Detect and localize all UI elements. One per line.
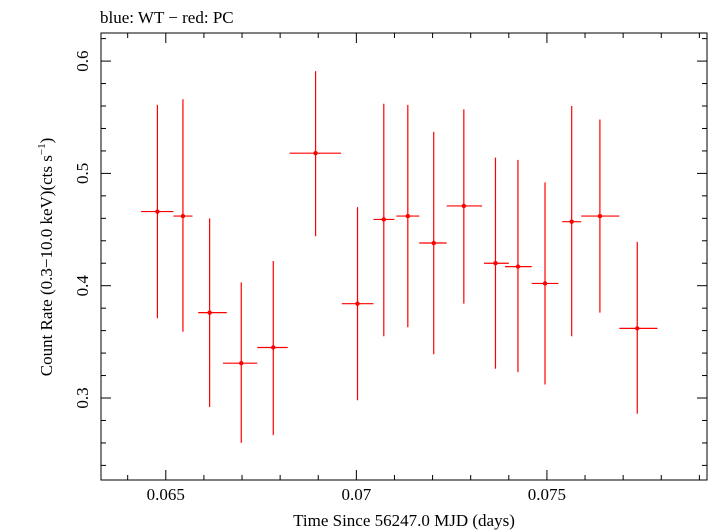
data-marker bbox=[355, 301, 360, 306]
data-point bbox=[173, 99, 193, 332]
x-tick-label: 0.075 bbox=[528, 485, 566, 504]
data-marker bbox=[597, 213, 603, 219]
data-series-pc bbox=[141, 71, 658, 443]
data-marker bbox=[569, 219, 574, 224]
y-axis-label-close: ) bbox=[37, 138, 56, 144]
y-axis-label-main: Count Rate (0.3−10.0 keV)(cts s bbox=[37, 155, 56, 376]
y-axis-ticks bbox=[101, 38, 707, 466]
data-point bbox=[341, 207, 374, 401]
data-marker bbox=[431, 240, 436, 246]
y-tick-label: 0.4 bbox=[73, 275, 92, 297]
data-point bbox=[505, 159, 532, 373]
y-axis-tick-labels: 0.3 0.4 0.5 0.6 bbox=[73, 50, 92, 408]
data-point bbox=[531, 182, 559, 385]
x-axis-ticks bbox=[127, 33, 700, 480]
data-marker bbox=[635, 326, 640, 331]
data-point bbox=[222, 282, 258, 443]
y-tick-label: 0.5 bbox=[73, 163, 92, 184]
data-marker bbox=[461, 203, 467, 209]
data-point bbox=[373, 103, 395, 337]
y-tick-label: 0.6 bbox=[73, 50, 92, 71]
data-point bbox=[396, 104, 420, 328]
data-marker bbox=[155, 209, 160, 214]
data-marker bbox=[542, 281, 548, 286]
data-marker bbox=[381, 217, 386, 222]
data-marker bbox=[207, 310, 212, 315]
data-point bbox=[141, 104, 174, 319]
data-marker bbox=[239, 360, 244, 366]
chart-title: blue: WT − red: PC bbox=[100, 8, 234, 27]
data-point bbox=[581, 119, 620, 313]
data-marker bbox=[180, 213, 186, 219]
data-point bbox=[484, 157, 509, 369]
data-point bbox=[562, 106, 582, 337]
data-point bbox=[289, 71, 342, 237]
data-marker bbox=[493, 261, 498, 266]
x-tick-label: 0.07 bbox=[341, 485, 371, 504]
data-point bbox=[446, 109, 483, 304]
data-point bbox=[198, 218, 227, 407]
data-marker bbox=[271, 345, 276, 350]
plot-frame bbox=[100, 32, 708, 481]
y-tick-label: 0.3 bbox=[73, 387, 92, 408]
x-axis-tick-labels: 0.065 0.07 0.075 bbox=[147, 485, 566, 504]
x-axis-label: Time Since 56247.0 MJD (days) bbox=[293, 511, 515, 530]
y-axis-label-superscript: −1 bbox=[36, 143, 48, 155]
data-point bbox=[619, 241, 658, 414]
data-marker bbox=[515, 264, 521, 269]
data-marker bbox=[405, 213, 411, 219]
x-tick-label: 0.065 bbox=[147, 485, 185, 504]
data-marker bbox=[313, 150, 318, 156]
data-point bbox=[419, 131, 447, 355]
y-axis-label: Count Rate (0.3−10.0 keV)(cts s−1) bbox=[36, 138, 56, 377]
data-point bbox=[257, 260, 288, 436]
